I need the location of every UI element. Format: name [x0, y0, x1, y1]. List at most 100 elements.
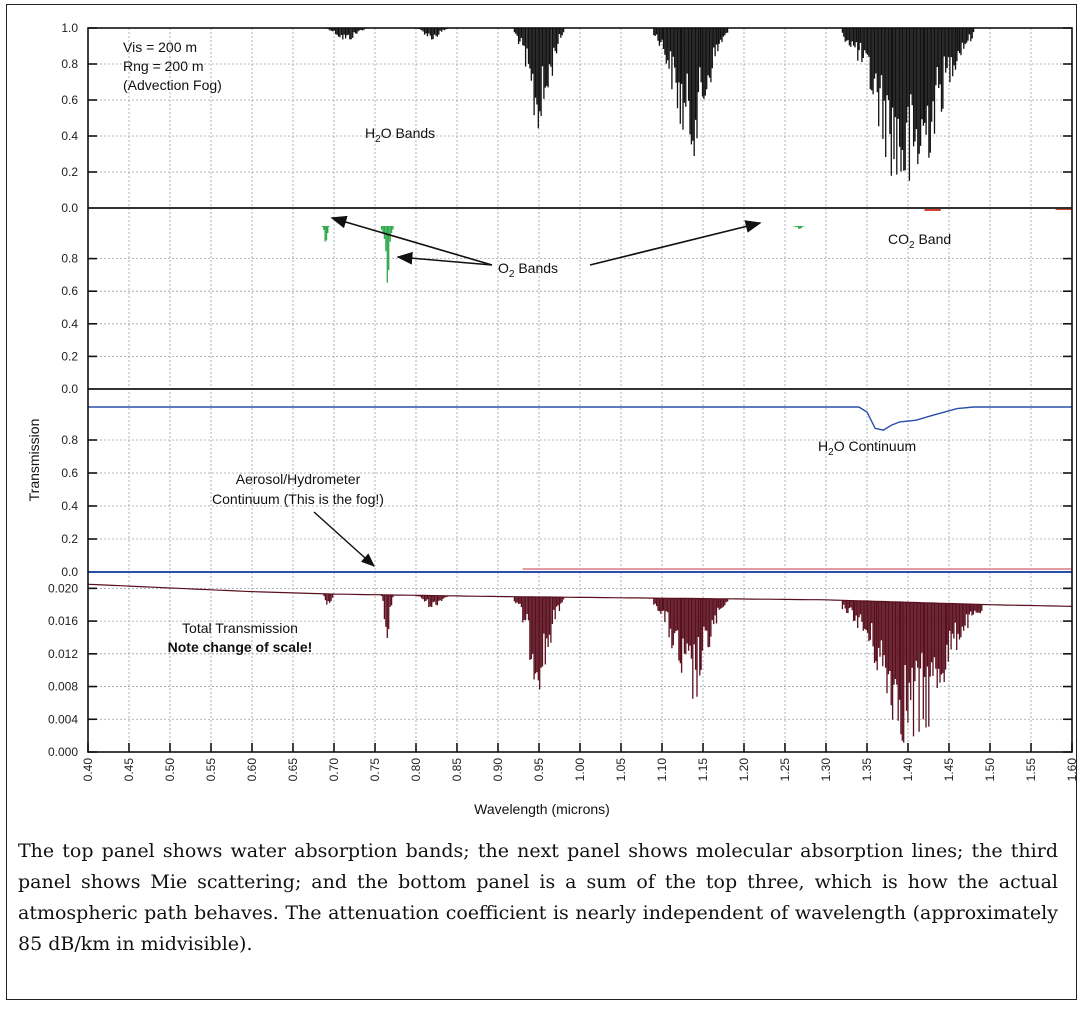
y-tick-label: 0.0: [61, 382, 78, 396]
y-tick-label: 0.8: [61, 252, 78, 266]
band-o2_bands-0.758: [380, 226, 394, 283]
label-co2-band: CO2 Band: [888, 231, 951, 251]
label-aerosol-line2: Continuum (This is the fog!): [212, 491, 384, 507]
figure-frame: [6, 4, 1077, 1000]
x-tick-label: 0.40: [81, 758, 95, 782]
band-lines: [380, 226, 394, 283]
x-tick-label: 0.65: [286, 758, 300, 782]
annotation-vis: Vis = 200 m: [123, 39, 197, 55]
band-lines: [653, 598, 729, 699]
plot-frame: [87, 27, 1073, 753]
band-h2o_bands-1.09: [653, 28, 729, 156]
x-tick-label: 1.20: [737, 758, 751, 782]
x-tick-label: 1.50: [983, 758, 997, 782]
label-total-transmission: Total Transmission: [182, 620, 298, 636]
arrow-aerosol: [313, 511, 376, 567]
x-tick-label: 1.40: [901, 758, 915, 782]
label-h2o-continuum: H2O Continuum: [818, 438, 916, 458]
arrow-o2-0.69: [330, 215, 493, 266]
band-lines: [513, 28, 565, 129]
y-tick-label: 0.0: [61, 201, 78, 215]
band-total-0.92: [513, 596, 565, 690]
y-tick-label: 1.0: [61, 21, 78, 35]
band-total-1.09: [653, 598, 729, 699]
x-tick-label: 1.55: [1024, 758, 1038, 782]
y-tick-label: 0.4: [61, 317, 78, 331]
line-h2o_continuum: [88, 406, 1072, 431]
label-h2o-bands: H2O Bands: [365, 125, 435, 145]
band-lines: [841, 600, 983, 743]
x-tick-label: 1.30: [819, 758, 833, 782]
band-h2o_bands-0.92: [513, 28, 565, 129]
chart-marks: [87, 28, 1073, 743]
label-aerosol-line1: Aerosol/Hydrometer: [236, 471, 361, 487]
x-tick-label: 1.10: [655, 758, 669, 782]
y-tick-label: 0.0: [61, 565, 78, 579]
arrow-o2-1.27: [589, 220, 762, 266]
band-o2_bands-1.26: [792, 226, 807, 229]
band-total-0.8: [415, 595, 450, 608]
y-tick-label: 0.020: [48, 581, 78, 595]
y-tick-label: 0.6: [61, 284, 78, 298]
y-tick-label: 0.6: [61, 93, 78, 107]
band-h2o_bands-1.32: [841, 28, 975, 181]
x-tick-label: 0.90: [491, 758, 505, 782]
y-tick-label: 0.008: [48, 680, 78, 694]
band-lines: [325, 28, 368, 40]
x-tick-label: 0.85: [450, 758, 464, 782]
x-axis-title: Wavelength (microns): [474, 801, 610, 817]
band-total-1.32: [841, 600, 983, 743]
band-lines: [321, 226, 330, 242]
x-tick-label: 1.35: [860, 758, 874, 782]
label-note-change-of-scale: Note change of scale!: [168, 639, 313, 655]
y-tick-label: 0.012: [48, 647, 78, 661]
annotation-rng: Rng = 200 m: [123, 58, 204, 74]
x-tick-label: 0.45: [122, 758, 136, 782]
x-tick-label: 0.70: [327, 758, 341, 782]
y-tick-label: 0.2: [61, 532, 78, 546]
band-lines: [792, 226, 807, 229]
transmission-chart: 0.0 0.2 0.4 0.6 0.8 1.0 0.0 0.2 0.4 0.6 0.8 0.0 0.2 0…: [26, 21, 1079, 817]
x-tick-label: 1.45: [942, 758, 956, 782]
x-tick-label: 0.95: [532, 758, 546, 782]
annotation-advection-fog: (Advection Fog): [123, 77, 222, 93]
y-tick-label: 0.004: [48, 712, 78, 726]
y-tick-label: 0.000: [48, 745, 78, 759]
y-axis-title: Transmission: [26, 419, 42, 502]
band-total-0.686: [321, 593, 335, 605]
band-total-0.758: [380, 594, 394, 638]
y-tick-label: 0.8: [61, 433, 78, 447]
band-lines: [415, 28, 450, 40]
band-lines: [513, 596, 565, 690]
band-o2_bands-0.686: [321, 226, 330, 242]
band-h2o_bands-0.8: [415, 28, 450, 40]
axes: [87, 27, 1073, 753]
arrow-o2-0.76: [396, 251, 493, 266]
band-lines: [841, 28, 975, 181]
x-tick-label: 1.15: [696, 758, 710, 782]
y-tick-label: 0.4: [61, 129, 78, 143]
x-tick-label: 1.25: [778, 758, 792, 782]
y-tick-label: 0.2: [61, 349, 78, 363]
x-tick-label: 1.60: [1065, 758, 1079, 782]
band-h2o_bands-0.69: [325, 28, 368, 40]
figure-caption: The top panel shows water absorption ban…: [18, 840, 1058, 955]
x-tick-label: 0.50: [163, 758, 177, 782]
tick-labels: 0.0 0.2 0.4 0.6 0.8 1.0 0.0 0.2 0.4 0.6 0.8 0.0 0.2 0…: [48, 21, 1079, 781]
band-lines: [653, 28, 729, 156]
label-o2-bands: O2 Bands: [498, 260, 558, 280]
x-tick-label: 1.00: [573, 758, 587, 782]
band-lines: [380, 594, 394, 638]
y-tick-label: 0.016: [48, 614, 78, 628]
y-tick-label: 0.6: [61, 466, 78, 480]
x-tick-label: 1.05: [614, 758, 628, 782]
x-tick-label: 0.55: [204, 758, 218, 782]
y-tick-label: 0.4: [61, 499, 78, 513]
x-tick-label: 0.75: [368, 758, 382, 782]
x-tick-label: 0.80: [409, 758, 423, 782]
band-lines: [415, 595, 450, 608]
band-lines: [321, 593, 335, 605]
y-tick-label: 0.8: [61, 57, 78, 71]
x-tick-label: 0.60: [245, 758, 259, 782]
y-tick-label: 0.2: [61, 165, 78, 179]
